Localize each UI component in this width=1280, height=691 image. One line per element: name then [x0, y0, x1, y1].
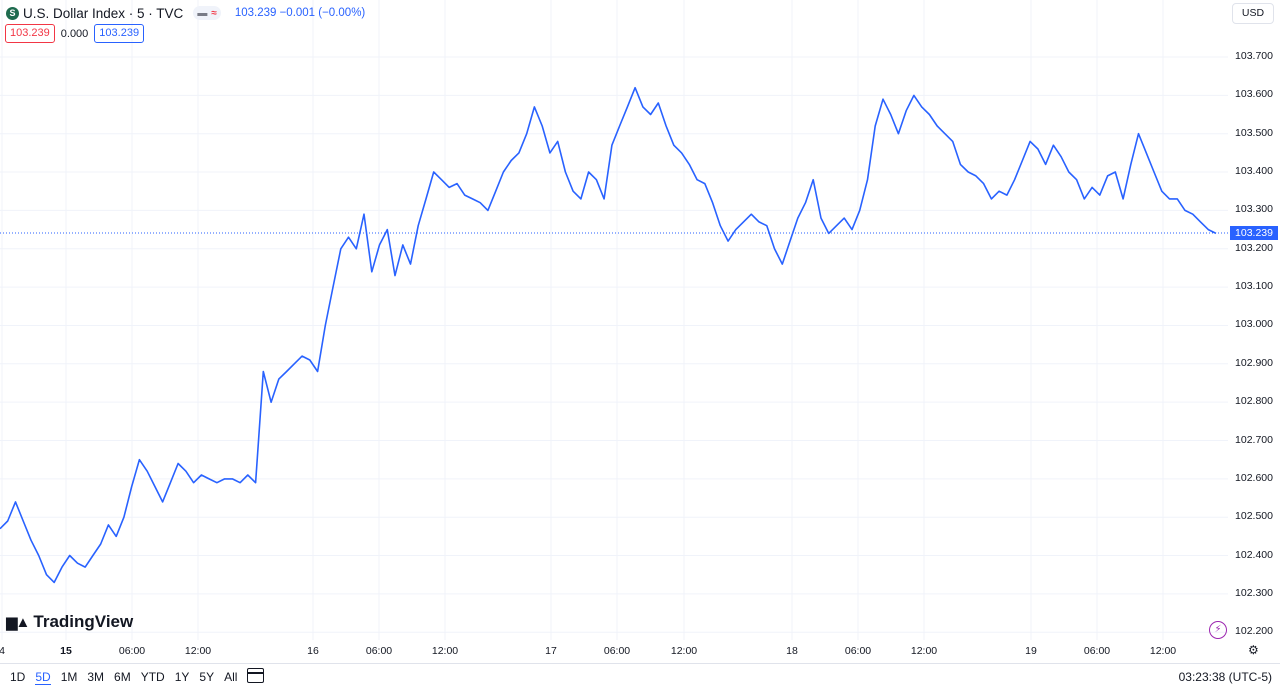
- price-chart[interactable]: [0, 0, 1280, 663]
- market-status-icon: ▬: [197, 7, 208, 19]
- range-button-1d[interactable]: 1D: [10, 670, 26, 684]
- y-tick-label: 103.300: [1235, 203, 1273, 216]
- status-pill[interactable]: ▬ ≈: [193, 6, 221, 20]
- symbol-logo-icon: S: [6, 6, 19, 20]
- y-tick-label: 103.200: [1235, 241, 1273, 254]
- current-price-tag: 103.239: [1230, 226, 1278, 240]
- clock[interactable]: 03:23:38 (UTC-5): [1178, 670, 1272, 684]
- delayed-data-icon: ≈: [211, 7, 217, 19]
- ohlc-row: 103.239 0.000 103.239: [5, 24, 145, 43]
- range-button-all[interactable]: All: [224, 670, 238, 684]
- x-tick-label: 06:00: [118, 645, 146, 657]
- x-tick-label: 12:00: [184, 645, 212, 657]
- y-tick-label: 102.400: [1235, 548, 1273, 561]
- x-tick-label: 06:00: [844, 645, 872, 657]
- y-tick-label: 102.300: [1235, 586, 1273, 599]
- x-tick-label: 15: [60, 645, 72, 657]
- y-tick-label: 102.900: [1235, 356, 1273, 369]
- brand-name: TradingView: [33, 612, 134, 631]
- bottom-toolbar: 1D 5D 1M 3M 6M YTD 1Y 5Y All 03:23:38 (UTC-5): [0, 663, 1280, 691]
- ask-value: 103.239: [94, 24, 145, 43]
- x-tick-label: 12:00: [670, 645, 698, 657]
- x-tick-label: 12:00: [431, 645, 459, 657]
- x-tick-label: 16: [307, 645, 319, 657]
- x-tick-label: 06:00: [1083, 645, 1111, 657]
- settings-gear-icon[interactable]: ⚙: [1248, 643, 1259, 657]
- range-button-ytd[interactable]: YTD: [140, 670, 165, 684]
- x-tick-label: 12:00: [1149, 645, 1177, 657]
- x-tick-label: 06:00: [603, 645, 631, 657]
- grid: [0, 0, 1228, 640]
- y-tick-label: 102.600: [1235, 471, 1273, 484]
- y-tick-label: 102.800: [1235, 395, 1273, 408]
- range-button-5y[interactable]: 5Y: [199, 670, 215, 684]
- x-tick-label: 12:00: [910, 645, 938, 657]
- range-selector: 1D 5D 1M 3M 6M YTD 1Y 5Y All: [10, 670, 247, 685]
- y-tick-label: 103.700: [1235, 50, 1273, 62]
- quote-change: 103.239 −0.001 (−0.00%): [234, 7, 366, 19]
- x-tick-label: 17: [545, 645, 557, 657]
- range-button-3m[interactable]: 3M: [87, 670, 105, 684]
- range-button-1m[interactable]: 1M: [60, 670, 78, 684]
- range-button-5d[interactable]: 5D: [35, 670, 51, 685]
- tradingview-mark-icon: ▆▲: [6, 614, 30, 631]
- y-tick-label: 102.200: [1235, 625, 1273, 638]
- symbol-header: S U.S. Dollar Index · 5 · TVC ▬ ≈ 103.23…: [6, 5, 365, 21]
- symbol-title[interactable]: U.S. Dollar Index · 5 · TVC: [23, 5, 184, 21]
- y-tick-label: 103.100: [1235, 280, 1273, 293]
- y-tick-label: 103.600: [1235, 88, 1273, 101]
- bid-value: 103.239: [5, 24, 55, 43]
- tradingview-logo: ▆▲ TradingView: [6, 612, 133, 632]
- calendar-icon[interactable]: [247, 668, 264, 683]
- x-tick-label: 19: [1025, 645, 1037, 657]
- x-tick-label: 06:00: [365, 645, 393, 657]
- y-tick-label: 103.500: [1235, 126, 1273, 139]
- price-series-line: [0, 86, 1217, 584]
- y-tick-label: 102.500: [1235, 510, 1273, 523]
- y-tick-label: 103.400: [1235, 165, 1273, 178]
- spread-value: 0.000: [60, 27, 89, 40]
- range-button-6m[interactable]: 6M: [114, 670, 131, 684]
- range-button-1y[interactable]: 1Y: [174, 670, 190, 684]
- x-tick-label: 18: [786, 645, 798, 657]
- x-tick-label: 4: [0, 645, 5, 657]
- y-tick-label: 103.000: [1235, 318, 1273, 331]
- lightning-icon[interactable]: ⚡: [1209, 621, 1227, 639]
- currency-selector[interactable]: USD: [1232, 3, 1274, 24]
- y-tick-label: 102.700: [1235, 433, 1273, 446]
